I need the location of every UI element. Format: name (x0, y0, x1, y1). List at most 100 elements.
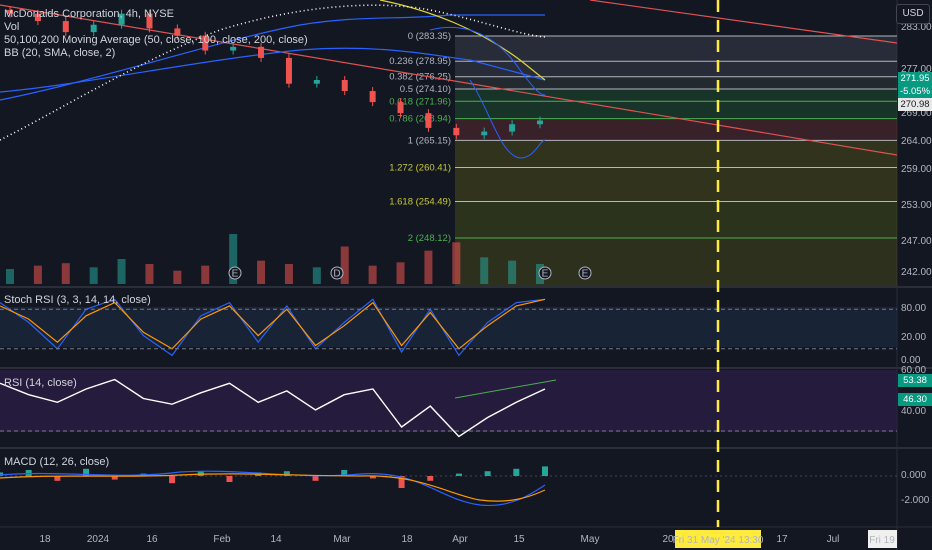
time-axis-label: 17 (776, 534, 788, 545)
price-candle (425, 113, 432, 128)
event-marker-label: E (232, 269, 239, 280)
fib-zone (455, 101, 897, 119)
macd-axis-tick: 0.000 (901, 470, 926, 481)
rsi-band (0, 370, 897, 432)
price-candle (397, 102, 404, 114)
macd-histogram-bar (484, 471, 491, 476)
time-highlight-box (675, 530, 761, 548)
volume-bar (117, 259, 126, 284)
event-marker-icon (228, 266, 242, 280)
stoch-band (0, 307, 897, 347)
volume-bar (257, 260, 266, 284)
currency-button[interactable]: USD (896, 4, 930, 24)
price-axis-tick: 264.00 (901, 136, 932, 147)
price-axis-tick: 242.00 (901, 267, 932, 278)
stoch-axis-tick: 0.00 (901, 355, 921, 366)
price-axis-tick: 253.00 (901, 200, 932, 211)
macd-histogram-bar (312, 476, 319, 481)
time-axis-label: May (581, 534, 600, 545)
ma-label: 50,100,200 Moving Average (50, close, 10… (4, 34, 308, 46)
macd-histogram-bar (283, 471, 290, 476)
ma-100-line (0, 47, 546, 93)
fib-zone (455, 238, 897, 286)
bb-label: BB (20, SMA, close, 2) (4, 47, 116, 59)
volume-bar (61, 263, 70, 284)
rsi-axis-tick: 60.00 (901, 365, 926, 376)
macd-title: MACD (12, 26, close) (4, 456, 110, 468)
fib-zone (455, 76, 897, 90)
fib-zone (455, 167, 897, 202)
event-marker-icon (538, 266, 552, 280)
macd-histogram-bar (226, 476, 233, 482)
bb-lower-band (469, 79, 546, 159)
price-candle (369, 91, 376, 103)
macd-histogram-bar (111, 476, 118, 480)
time-axis-label: Mar (333, 534, 351, 545)
volume-bar (89, 267, 98, 284)
ma-50-line (379, 0, 546, 81)
macd-histogram-bar (427, 476, 434, 481)
price-candle (313, 80, 320, 84)
macd-histogram-bar (197, 471, 204, 476)
macd-histogram-bar (542, 466, 548, 476)
rsi-line (0, 378, 546, 438)
fib-level-label: 1 (265.15) (408, 135, 451, 146)
volume-bar (452, 242, 461, 284)
macd-axis-tick: -2.000 (901, 495, 930, 506)
fib-level-label: 0.618 (271.96) (389, 96, 451, 107)
symbol-title: McDonalds Corporation, 4h, NYSE (4, 8, 174, 20)
macd-histogram-bar (169, 476, 176, 484)
stoch-rsi-title: Stoch RSI (3, 3, 14, 14, close) (4, 294, 151, 306)
price-candle (202, 35, 209, 51)
rsi-divergence-line (454, 379, 557, 399)
volume-bar (368, 265, 377, 284)
time-axis-label: 15 (513, 534, 525, 545)
fib-zone (455, 118, 897, 141)
price-candle (285, 57, 292, 84)
price-candle (230, 46, 237, 51)
price-candle (62, 21, 69, 33)
fib-zone (455, 89, 897, 102)
volume-bar (173, 270, 182, 284)
volume-bar (508, 260, 517, 284)
rsi-axis-tick: 40.00 (901, 406, 926, 417)
volume-bar (480, 257, 489, 284)
price-axis-tick: 283.00 (901, 22, 932, 33)
fib-zone (455, 36, 897, 62)
fib-level-label: 1.272 (260.41) (389, 163, 451, 174)
volume-bar (424, 250, 433, 284)
price-axis-tick: 247.00 (901, 236, 932, 247)
rsi-tag-2: 46.30 (898, 393, 932, 406)
volume-bar (6, 269, 14, 284)
volume-bar (284, 264, 293, 284)
fib-zone (455, 140, 897, 168)
event-marker-label: E (542, 269, 549, 280)
price-candle (146, 13, 153, 29)
macd-histogram-bar (83, 468, 90, 476)
macd-histogram-bar (455, 473, 462, 476)
stoch-rsi-k-line (0, 298, 546, 357)
price-candle (341, 80, 348, 92)
time-axis-label: Apr (452, 534, 468, 545)
time-end-label: Fri 19 (869, 535, 895, 546)
price-candle (453, 127, 460, 136)
ma-200-line (0, 14, 545, 101)
change-tag: -5.05% (898, 85, 932, 98)
price-candle (537, 120, 543, 125)
price-candle (509, 124, 516, 132)
volume-bar (229, 234, 238, 284)
fib-zone (455, 201, 897, 238)
macd-histogram-bar (369, 476, 376, 479)
volume-bar (201, 265, 210, 284)
time-axis-label: 20 (662, 534, 674, 545)
fib-level-label: 0 (283.35) (408, 31, 451, 42)
price-candle (174, 28, 181, 36)
fib-level-label: 0.382 (276.25) (389, 72, 451, 83)
macd-histogram-bar (25, 470, 32, 476)
macd-histogram-bar (341, 470, 348, 476)
fib-level-label: 2 (248.12) (408, 233, 451, 244)
chart-legend: McDonalds Corporation, 4h, NYSE Vol 50,1… (4, 8, 308, 60)
rsi-title: RSI (14, close) (4, 377, 77, 389)
time-axis-label: Feb (213, 534, 231, 545)
